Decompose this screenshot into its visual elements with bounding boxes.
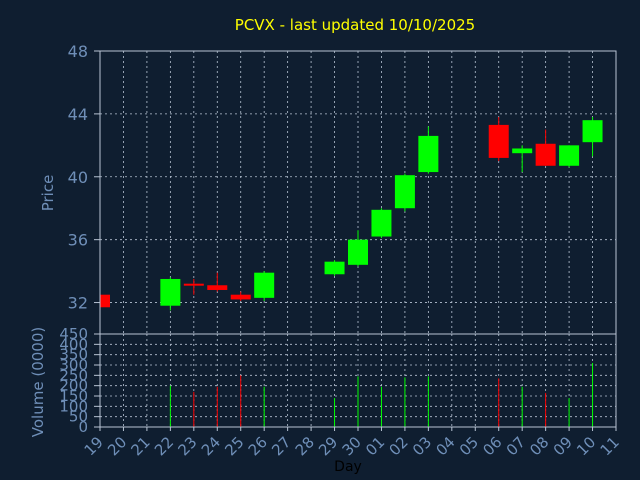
volume-tick-label: 350 <box>59 346 88 364</box>
candle-body <box>183 283 204 286</box>
volume-grid <box>94 333 617 428</box>
candle-body <box>394 175 415 209</box>
candle-body <box>371 209 392 237</box>
candle-body <box>582 120 603 143</box>
candle-body <box>207 285 228 290</box>
volume-tick-label: 400 <box>59 335 88 353</box>
candle-body <box>324 261 345 275</box>
candle-body <box>230 294 251 300</box>
candles <box>99 117 603 311</box>
volume-panel-frame <box>99 333 617 428</box>
volume-axis-label: Volume (0000) <box>29 327 47 437</box>
volume-tick-label: 200 <box>59 377 88 395</box>
chart-title: PCVX - last updated 10/10/2025 <box>235 16 475 34</box>
price-tick-labels: 32 36 40 44 48 <box>68 42 88 313</box>
candle-body <box>418 135 439 173</box>
candle-body <box>488 124 509 158</box>
candle-body <box>512 148 533 154</box>
price-tick-label: 48 <box>68 42 88 61</box>
price-tick-label: 36 <box>68 231 88 250</box>
price-tick-label: 44 <box>68 105 88 124</box>
y-axis-label: Price <box>39 175 57 212</box>
volume-tick-label: 150 <box>59 387 88 405</box>
candle-body <box>254 272 275 298</box>
candle-body <box>100 294 110 308</box>
price-grid <box>94 50 617 334</box>
candle-body <box>559 145 580 166</box>
candle-body <box>535 143 556 166</box>
volume-bars <box>169 362 594 427</box>
candle-body <box>348 239 368 265</box>
volume-tick-label: 450 <box>59 325 88 343</box>
volume-tick-label: 0 <box>78 418 88 436</box>
x-axis-label: Day <box>334 459 362 475</box>
volume-tick-label: 250 <box>59 366 88 384</box>
candle-body <box>160 278 181 306</box>
volume-tick-label: 50 <box>69 408 88 426</box>
volume-tick-label: 300 <box>59 356 88 374</box>
volume-tick-label: 100 <box>59 397 88 415</box>
price-tick-label: 40 <box>68 168 88 187</box>
price-tick-label: 32 <box>68 294 88 313</box>
